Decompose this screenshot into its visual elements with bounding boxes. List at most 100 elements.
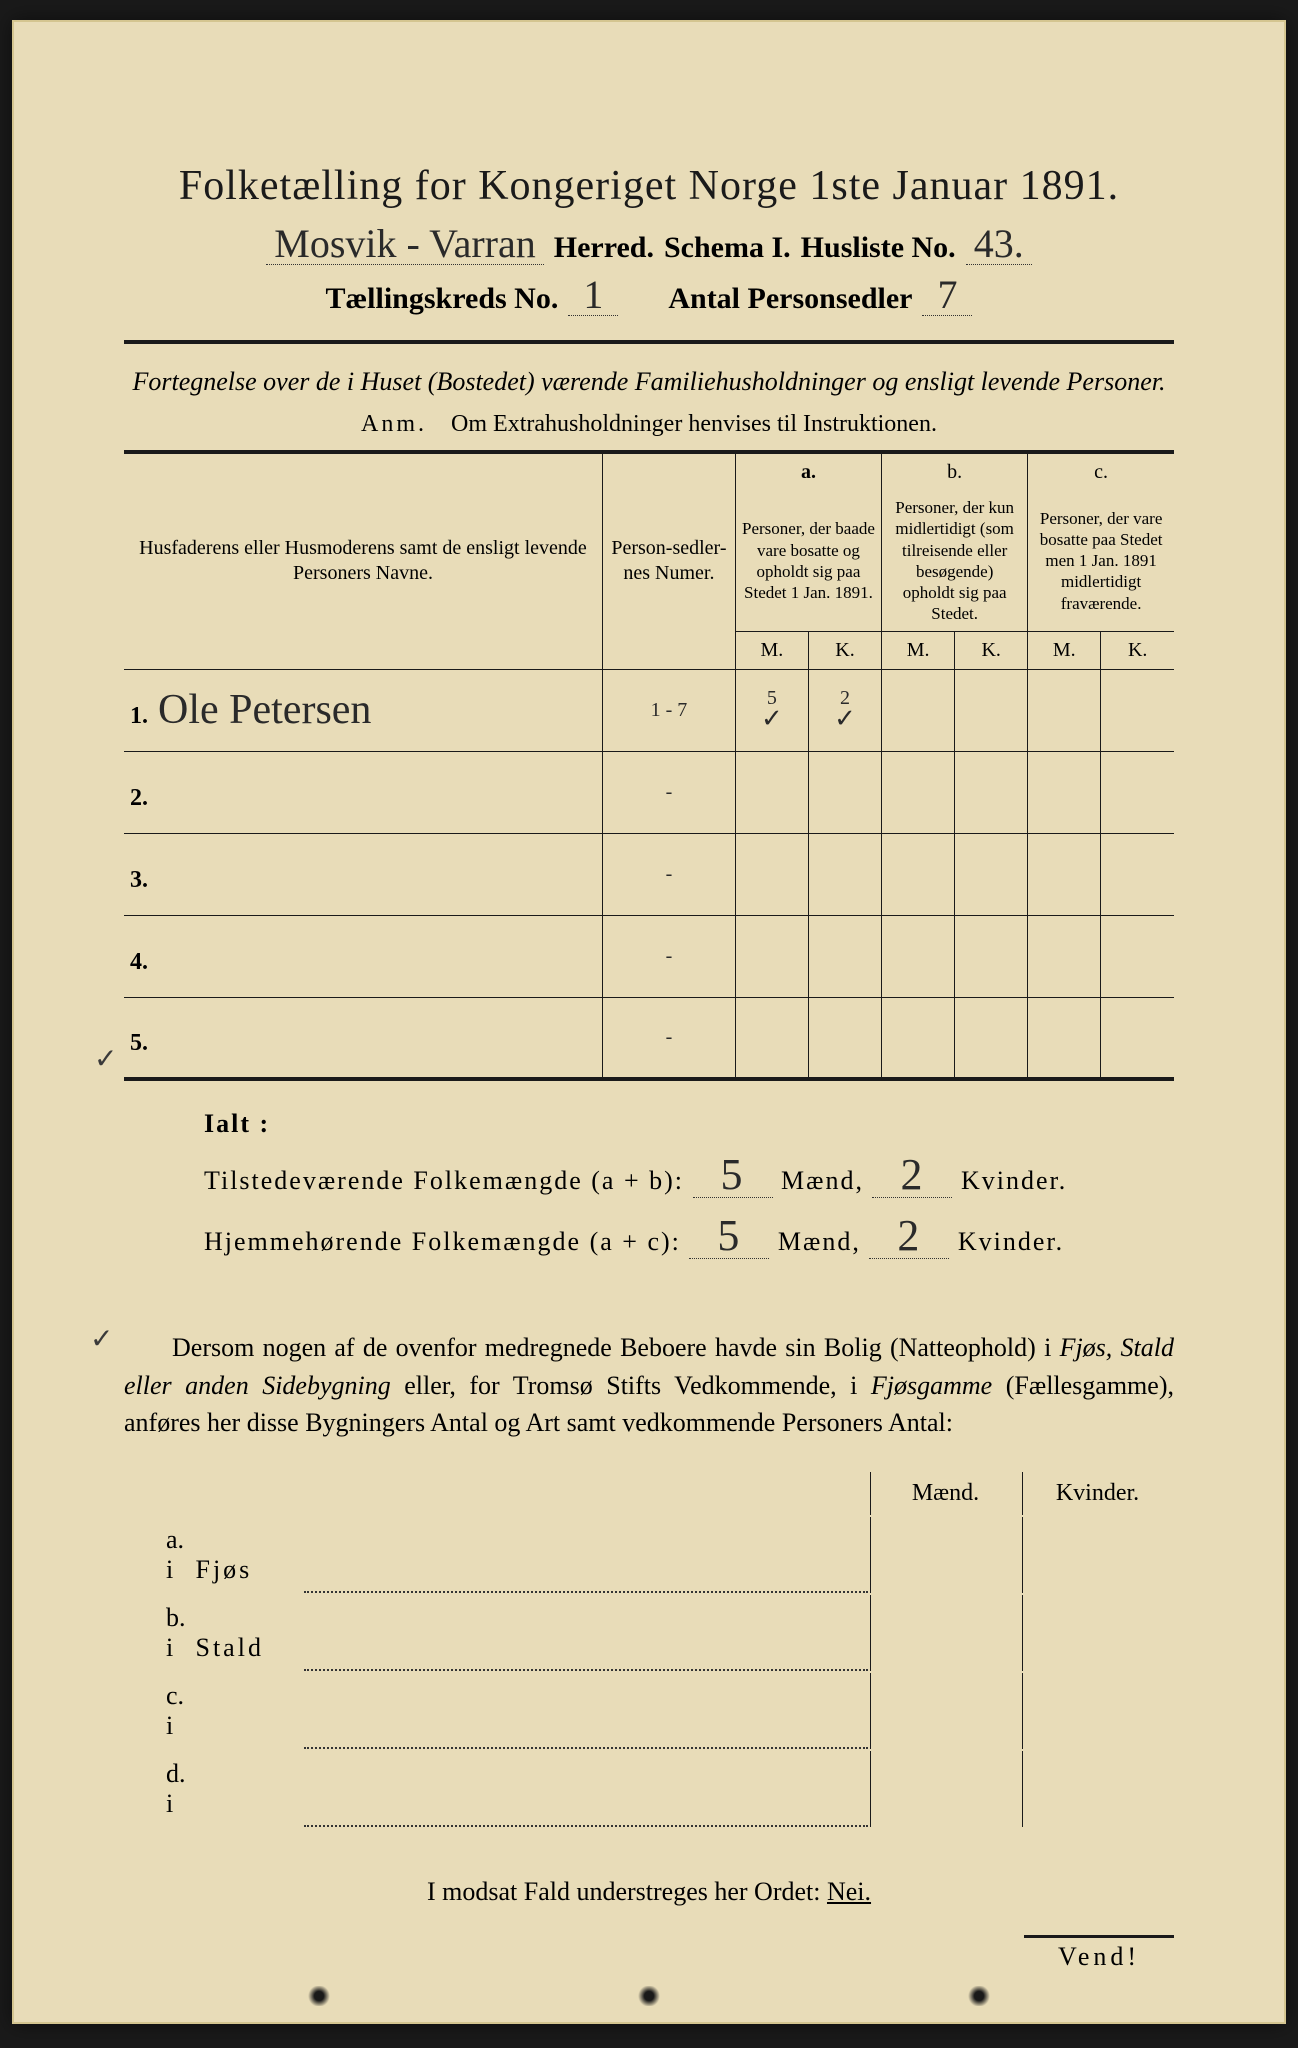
cell-name: 1.Ole Petersen [124,669,602,751]
bt-k [1022,1673,1172,1749]
cell-a-k [808,833,881,915]
divider-top [124,340,1174,344]
herred-value: Mosvik - Varran [266,224,543,265]
cell-b-k [955,915,1028,997]
bt-typ: Stald [192,1595,302,1671]
husliste-label: Husliste No. [801,231,956,265]
annotation-line: Anm. Om Extrahusholdninger henvises til … [124,411,1174,438]
bt-m [870,1751,1020,1827]
header-line-2: Tællingskreds No. 1 Antal Personsedler 7 [124,275,1174,316]
cell-a-m [735,997,808,1079]
table-row: 1.Ole Petersen1 - 75✓2✓ [124,669,1174,751]
antal-value: 7 [922,275,972,316]
bt-dots [304,1517,869,1593]
page-title: Folketælling for Kongeriget Norge 1ste J… [124,162,1174,210]
cell-a-k [808,751,881,833]
kvinder-label: Kvinder. [961,1166,1067,1195]
cell-c-m [1028,669,1101,751]
cell-name: 2. [124,751,602,833]
cell-b-k [955,669,1028,751]
cell-name: 3. [124,833,602,915]
col-head-sedler: Person-sedler-nes Numer. [602,452,735,669]
bt-lbl: b. i [126,1595,190,1671]
cell-b-k [955,997,1028,1079]
bt-dots [304,1751,869,1827]
cell-c-m [1028,915,1101,997]
cell-name: 4. [124,915,602,997]
schema-label: Schema I. [664,231,791,265]
nei-word: Nei. [827,1877,871,1906]
cell-name: 5. [124,997,602,1079]
building-row: d. i [126,1751,1172,1827]
bt-k [1022,1595,1172,1671]
kvinder-label-2: Kvinder. [958,1227,1064,1256]
cell-b-m [882,669,955,751]
antal-label: Antal Personsedler [668,282,912,316]
col-c-m: M. [1028,631,1101,669]
cell-sedler: 1 - 7 [602,669,735,751]
census-form-page: Folketælling for Kongeriget Norge 1ste J… [12,20,1286,2024]
building-row: b. iStald [126,1595,1172,1671]
vend-mark: Vend! [1024,1935,1174,1972]
col-a-text: Personer, der baade vare bosatte og opho… [735,491,881,631]
tilstede-k: 2 [872,1153,952,1198]
tilstede-row: Tilstedeværende Folkemængde (a + b): 5 M… [204,1153,1174,1198]
bt-kvinder: Kvinder. [1022,1472,1172,1515]
cell-c-k [1101,751,1174,833]
bt-lbl: d. i [126,1751,190,1827]
maend-label: Mænd, [781,1166,864,1195]
tilstede-m: 5 [693,1153,773,1198]
bt-lbl: a. i [126,1517,190,1593]
bt-m [870,1673,1020,1749]
table-row: 5.- [124,997,1174,1079]
bt-typ [192,1751,302,1827]
col-c-k: K. [1101,631,1174,669]
building-row: a. iFjøs [126,1517,1172,1593]
building-row: c. i [126,1673,1172,1749]
table-row: 4.- [124,915,1174,997]
col-b-m: M. [882,631,955,669]
header-line-1: Mosvik - Varran Herred. Schema I. Huslis… [124,224,1174,265]
cell-b-m [882,997,955,1079]
hjemme-m: 5 [689,1214,769,1259]
col-head-name: Husfaderens eller Husmoderens samt de en… [124,452,602,669]
cell-b-k [955,833,1028,915]
col-c-text: Personer, der vare bosatte paa Stedet me… [1028,491,1174,631]
building-table: Mænd. Kvinder. a. iFjøs b. iStald c. i d… [124,1470,1174,1829]
anm-text: Om Extrahusholdninger henvises til Instr… [451,411,937,437]
col-c-label: c. [1028,452,1174,491]
cell-a-k [808,915,881,997]
cell-b-m [882,915,955,997]
cell-a-k [808,997,881,1079]
cell-a-m [735,833,808,915]
col-a-label: a. [735,452,881,491]
cell-a-m [735,915,808,997]
bt-dots [304,1673,869,1749]
cell-c-k [1101,915,1174,997]
cell-a-k: 2✓ [808,669,881,751]
herred-label: Herred. [554,231,654,265]
cell-c-m [1028,997,1101,1079]
cell-c-m [1028,833,1101,915]
anm-label: Anm. [361,411,427,437]
hjemme-k: 2 [869,1214,949,1259]
hole-icon [967,1986,991,2006]
bt-typ: Fjøs [192,1517,302,1593]
bt-k [1022,1517,1172,1593]
col-b-k: K. [955,631,1028,669]
cell-sedler: - [602,997,735,1079]
intro-text: Fortegnelse over de i Huset (Bostedet) v… [124,364,1174,399]
bt-dots [304,1595,869,1671]
cell-c-k [1101,669,1174,751]
cell-b-m [882,833,955,915]
margin-tick-1: ✓ [94,1042,117,1076]
husliste-value: 43. [966,224,1032,265]
cell-a-m [735,751,808,833]
col-b-label: b. [882,452,1028,491]
cell-a-m: 5✓ [735,669,808,751]
nei-line: I modsat Fald understreges her Ordet: Ne… [124,1877,1174,1907]
hjemme-row: Hjemmehørende Folkemængde (a + c): 5 Mæn… [204,1214,1174,1259]
margin-tick-2: ✓ [90,1322,113,1356]
cell-c-k [1101,997,1174,1079]
totals-block: Ialt : Tilstedeværende Folkemængde (a + … [124,1109,1174,1259]
